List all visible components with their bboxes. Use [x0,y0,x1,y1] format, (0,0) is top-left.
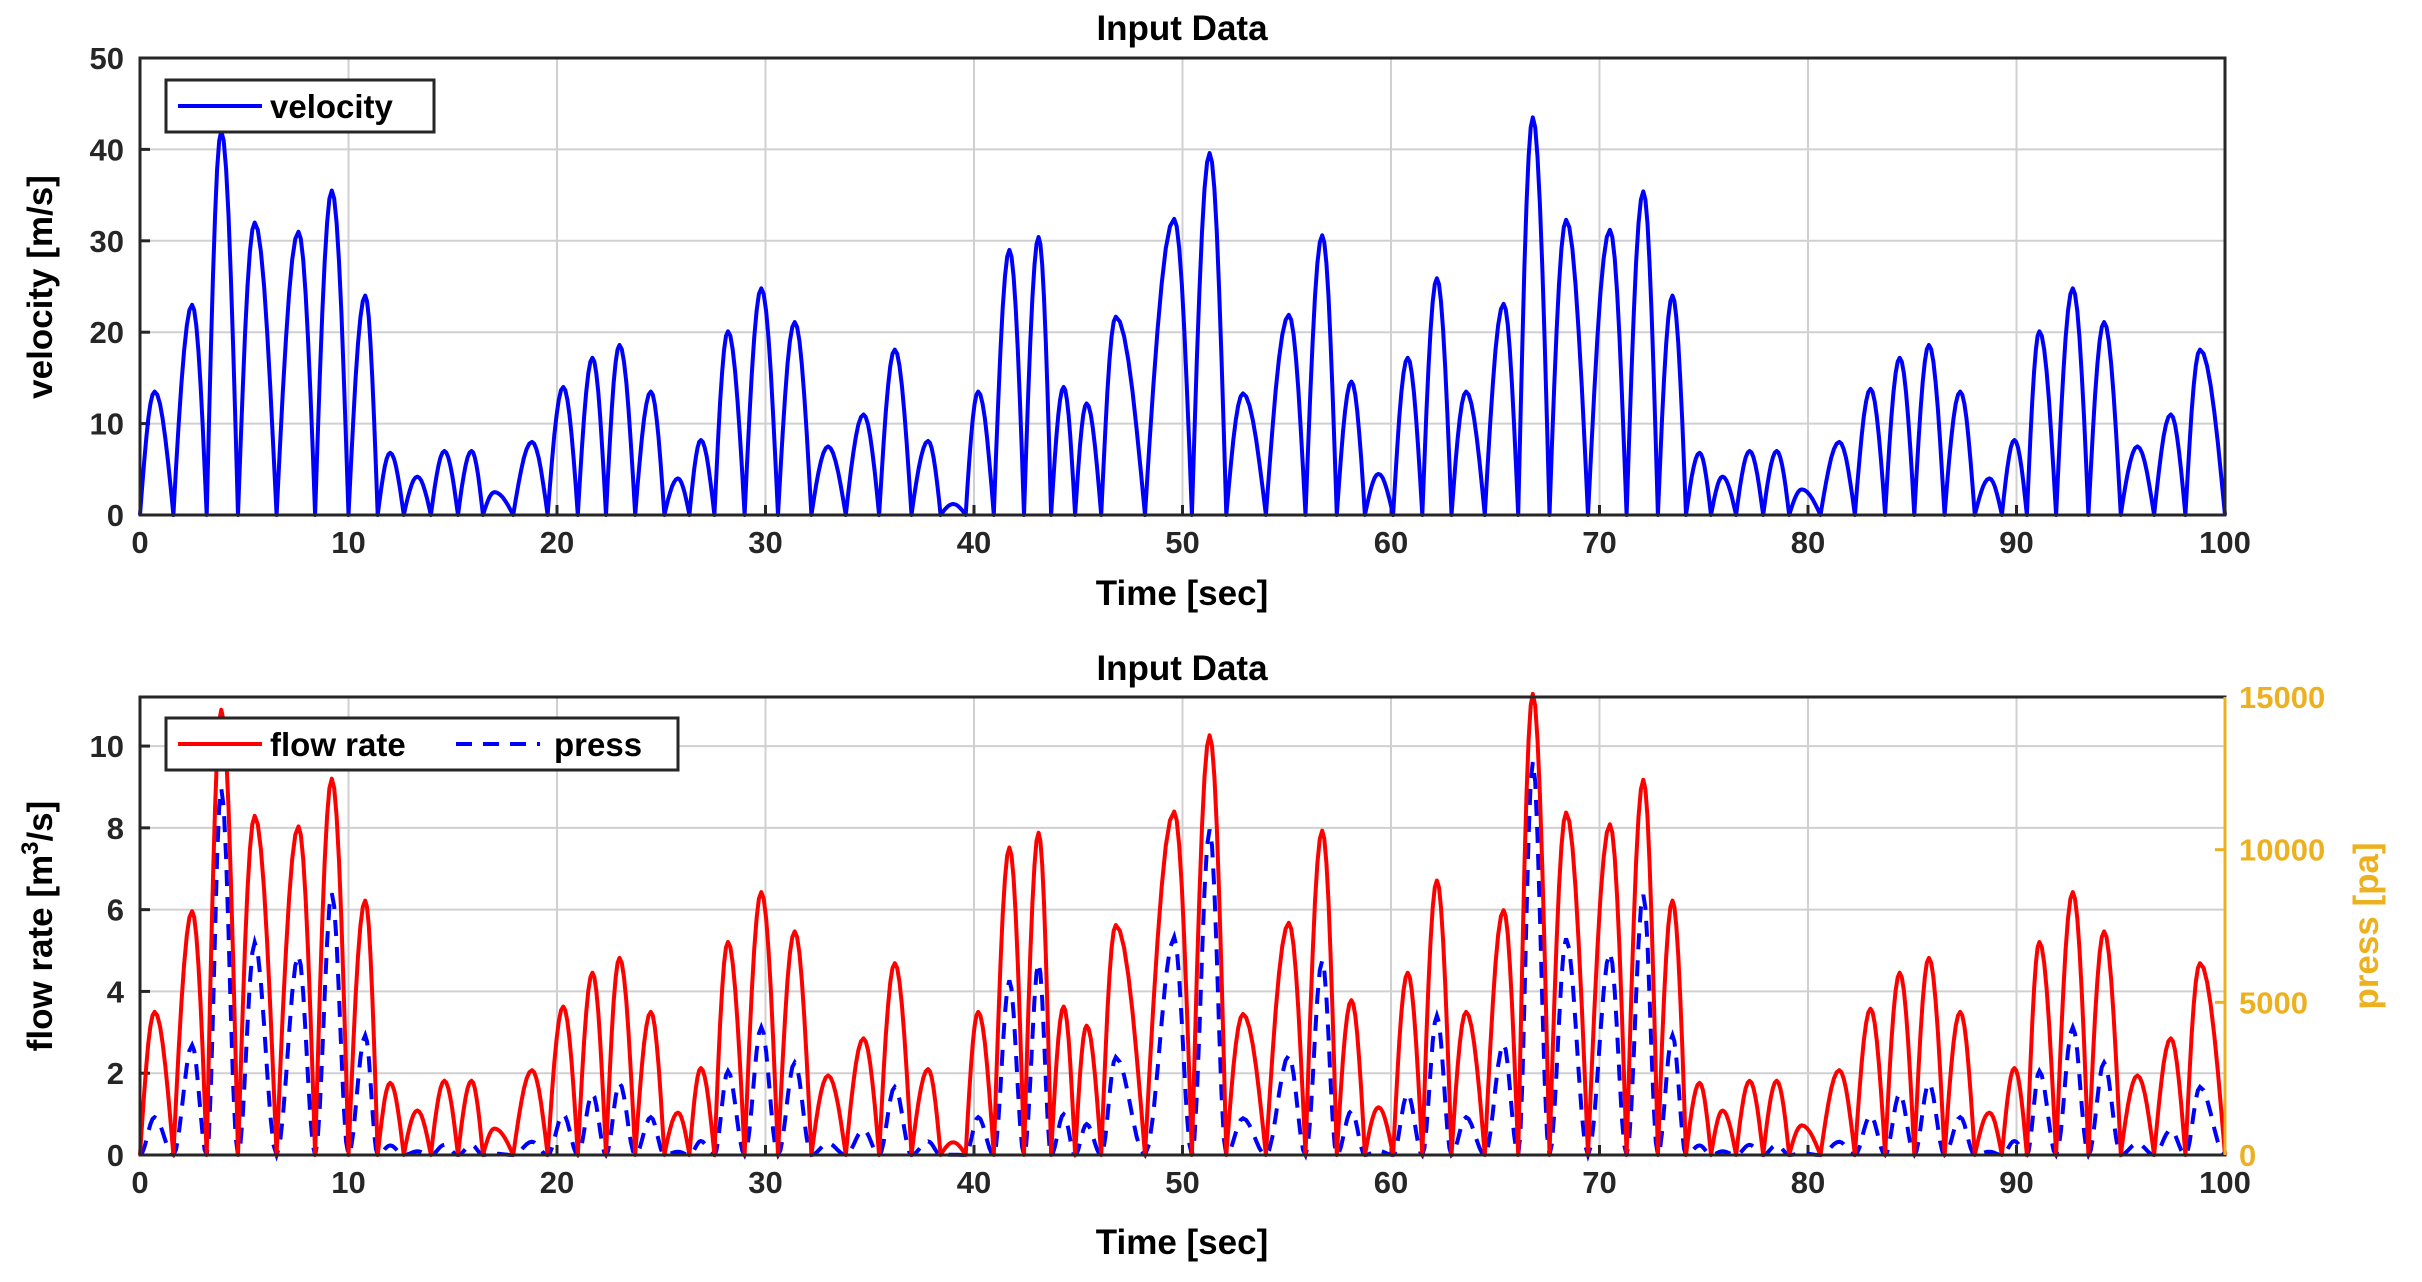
bottom-right-ytick-label: 5000 [2239,985,2308,1020]
top-ytick-label: 20 [90,315,124,350]
top-ytick-label: 40 [90,132,124,167]
bottom-right-ytick-label: 0 [2239,1138,2256,1173]
bottom-right-ytick-label: 10000 [2239,833,2325,868]
top-xtick-label: 0 [131,525,148,560]
bottom-tick-labels: 0 10 20 30 40 50 60 70 80 90 100024681005000100001… [90,680,2326,1200]
bottom-y-label-prefix: flow rate [m [21,855,60,1051]
top-xtick-label: 80 [1791,525,1825,560]
bottom-ytick-label: 0 [107,1138,124,1173]
bottom-ytick-label: 4 [107,974,125,1009]
top-xtick-label: 30 [748,525,782,560]
bottom-axes: Input Data 0 10 20 30 40 50 60 70 80 90 1000246810… [17,649,2386,1262]
bottom-y-label-sup: 3 [17,842,44,855]
bottom-right-y-label: press [pa] [2347,842,2386,1009]
bottom-ytick-label: 2 [107,1056,124,1091]
bottom-right-ytick-label: 15000 [2239,680,2325,715]
bottom-xtick-label: 50 [1165,1165,1199,1200]
bottom-xtick-label: 10 [331,1165,365,1200]
velocity-line [138,115,2227,517]
top-xtick-label: 20 [540,525,574,560]
flow-rate-line [138,691,2227,1157]
press-line [138,761,2227,1163]
bottom-xtick-label: 80 [1791,1165,1825,1200]
top-tick-labels: 0 10 20 30 40 50 60 70 80 90 100 0 10 20 30 40 50 [90,41,2251,560]
top-legend[interactable]: velocity [164,78,436,134]
bottom-title: Input Data [1096,649,1268,688]
bottom-xtick-label: 100 [2199,1165,2251,1200]
bottom-ytick-label: 8 [107,811,124,846]
top-ytick-label: 30 [90,224,124,259]
bottom-x-label: Time [sec] [1096,1223,1269,1262]
top-x-label: Time [sec] [1096,574,1269,613]
top-xtick-label: 60 [1374,525,1408,560]
top-xtick-label: 40 [957,525,991,560]
top-xtick-label: 10 [331,525,365,560]
top-ytick-label: 0 [107,498,124,533]
top-xtick-label: 50 [1165,525,1199,560]
bottom-xtick-label: 0 [131,1165,148,1200]
top-ytick-label: 10 [90,407,124,442]
bottom-xtick-label: 40 [957,1165,991,1200]
bottom-y-label: flow rate [m3/s] [17,801,60,1052]
legend-press-label: press [554,726,642,763]
top-axes: Input Data 0 10 20 30 40 50 60 70 80 90 100 0 10 20 30… [21,9,2251,613]
bottom-xtick-label: 70 [1582,1165,1616,1200]
bottom-xtick-label: 60 [1374,1165,1408,1200]
bottom-ytick-label: 6 [107,893,124,928]
bottom-ytick-label: 10 [90,729,124,764]
top-xtick-label: 100 [2199,525,2251,560]
legend-flow-label: flow rate [270,726,406,763]
legend-velocity-label: velocity [270,88,394,125]
bottom-xtick-label: 90 [1999,1165,2033,1200]
top-xtick-label: 90 [1999,525,2033,560]
top-ytick-label: 50 [90,41,124,76]
bottom-xtick-label: 30 [748,1165,782,1200]
top-xtick-label: 70 [1582,525,1616,560]
top-title: Input Data [1096,9,1268,48]
bottom-legend[interactable]: flow rate press [164,716,680,772]
top-axes-frame [138,56,2227,517]
bottom-y-label-suffix: /s] [21,801,60,842]
top-y-label: velocity [m/s] [21,175,60,399]
bottom-xtick-label: 20 [540,1165,574,1200]
